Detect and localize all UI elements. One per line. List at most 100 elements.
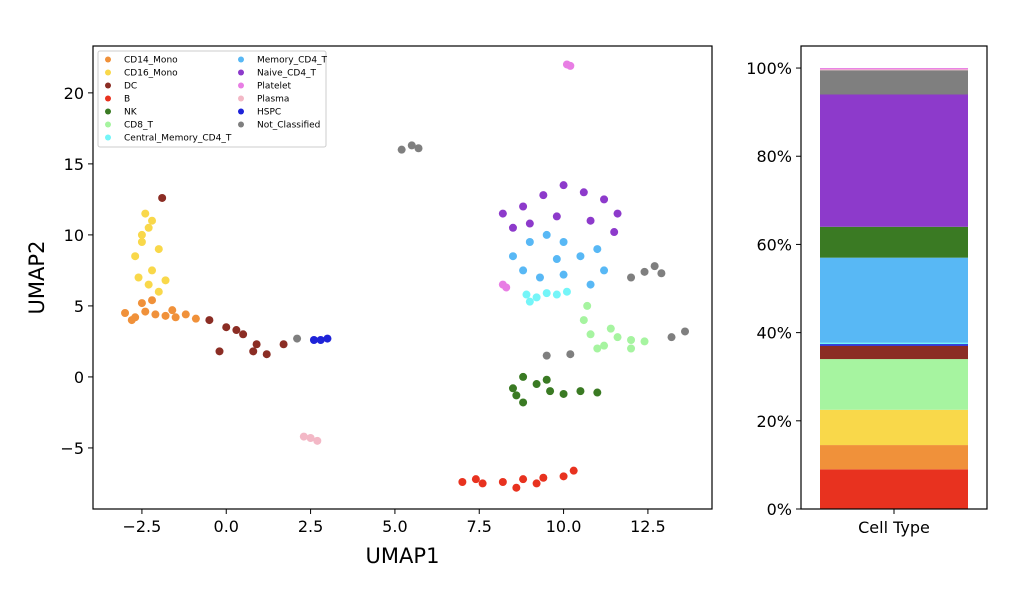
point-naive-cd4-t: [586, 216, 595, 225]
x-tick-label: 12.5: [630, 517, 666, 536]
point-cd14-mono: [171, 313, 180, 322]
point-cd16-mono: [137, 230, 146, 239]
point-memory-cd4-t: [559, 270, 568, 279]
point-nk: [542, 375, 551, 384]
point-central-memory-cd4-t: [525, 297, 534, 306]
legend-label: CD16_Mono: [124, 69, 178, 79]
point-cd16-mono: [154, 287, 163, 296]
bar-y-tick-label: 20%: [756, 412, 792, 431]
point-platelet: [566, 61, 575, 70]
point-cd16-mono: [141, 209, 150, 218]
point-cd16-mono: [144, 223, 153, 232]
bar-y-tick-label: 80%: [756, 147, 792, 166]
legend-label: B: [124, 95, 130, 105]
legend-marker: [105, 134, 111, 141]
point-cd8-t: [586, 330, 595, 339]
point-dc: [252, 340, 261, 349]
point-dc: [262, 350, 271, 359]
point-cd16-mono: [134, 273, 143, 282]
point-not-classified: [542, 351, 551, 360]
legend-marker: [105, 121, 111, 128]
point-cd14-mono: [121, 309, 130, 318]
point-naive-cd4-t: [613, 209, 622, 218]
legend-marker: [105, 108, 111, 115]
point-central-memory-cd4-t: [522, 290, 531, 299]
legend-label: NK: [124, 108, 138, 118]
point-nk: [508, 384, 517, 393]
point-cd14-mono: [148, 296, 157, 305]
point-not-classified: [640, 267, 649, 276]
legend-marker: [238, 95, 244, 102]
legend-label: HSPC: [257, 108, 281, 118]
point-cd8-t: [613, 333, 622, 342]
point-b: [519, 475, 528, 484]
point-cd14-mono: [127, 316, 136, 325]
point-naive-cd4-t: [525, 219, 534, 228]
bar-segment: [820, 68, 968, 70]
y-tick-label: 20: [64, 84, 84, 103]
point-memory-cd4-t: [586, 280, 595, 289]
bar-y-tick-label: 100%: [746, 59, 792, 78]
legend-label: Plasma: [257, 95, 289, 105]
point-central-memory-cd4-t: [562, 287, 571, 296]
bar-segment: [820, 69, 968, 71]
point-b: [512, 483, 521, 492]
umap-points: [121, 60, 690, 492]
point-cd14-mono: [137, 299, 146, 308]
point-not-classified: [397, 145, 406, 154]
point-cd16-mono: [144, 280, 153, 289]
umap-x-ticks: −2.5 0.0 2.5 5.0 7.5 10.0 12.5: [122, 509, 666, 536]
point-naive-cd4-t: [519, 202, 528, 211]
legend-label: DC: [124, 82, 137, 92]
legend-label: Memory_CD4_T: [257, 56, 328, 66]
bar-segments: [820, 68, 968, 509]
point-dc: [205, 316, 214, 325]
umap-y-ticks: −5 0 5 10 15 20: [60, 84, 93, 458]
point-plasma: [299, 432, 308, 441]
x-tick-label: −2.5: [122, 517, 161, 536]
point-memory-cd4-t: [593, 245, 602, 254]
point-b: [569, 466, 578, 475]
point-cd16-mono: [137, 237, 146, 246]
y-tick-label: −5: [60, 439, 84, 458]
point-hspc: [323, 334, 332, 343]
point-not-classified: [657, 269, 666, 278]
point-naive-cd4-t: [559, 181, 568, 190]
point-central-memory-cd4-t: [542, 289, 551, 298]
y-tick-label: 15: [64, 155, 84, 174]
point-dc: [249, 347, 258, 356]
point-nk: [576, 387, 585, 396]
point-b: [532, 479, 541, 488]
legend-marker: [238, 56, 244, 63]
point-cd16-mono: [131, 252, 140, 261]
point-naive-cd4-t: [498, 209, 507, 218]
legend-label: Platelet: [257, 82, 292, 92]
point-cd14-mono: [161, 311, 170, 320]
bar-y-ticks: 0% 20% 40% 60% 80% 100%: [746, 59, 801, 519]
point-not-classified: [293, 334, 302, 343]
point-hspc: [309, 335, 318, 344]
point-memory-cd4-t: [525, 237, 534, 246]
legend-marker: [105, 82, 111, 89]
point-dc: [239, 330, 248, 339]
point-cd8-t: [593, 344, 602, 353]
x-tick-label: 7.5: [467, 517, 492, 536]
bar-segment: [820, 226, 968, 258]
point-nk: [546, 387, 555, 396]
bar-y-tick-label: 60%: [756, 235, 792, 254]
point-nk: [532, 380, 541, 389]
y-tick-label: 0: [74, 368, 84, 387]
point-not-classified: [650, 262, 659, 271]
point-nk: [559, 389, 568, 398]
bar-segment: [820, 469, 968, 509]
legend-label: Not_Classified: [257, 121, 320, 131]
bar-y-tick-label: 40%: [756, 324, 792, 343]
y-tick-label: 10: [64, 226, 84, 245]
point-naive-cd4-t: [579, 188, 588, 197]
point-cd16-mono: [148, 216, 157, 225]
point-memory-cd4-t: [508, 252, 517, 261]
point-b: [478, 479, 487, 488]
bar-category-label: Cell Type: [858, 518, 930, 537]
point-not-classified: [407, 141, 416, 150]
